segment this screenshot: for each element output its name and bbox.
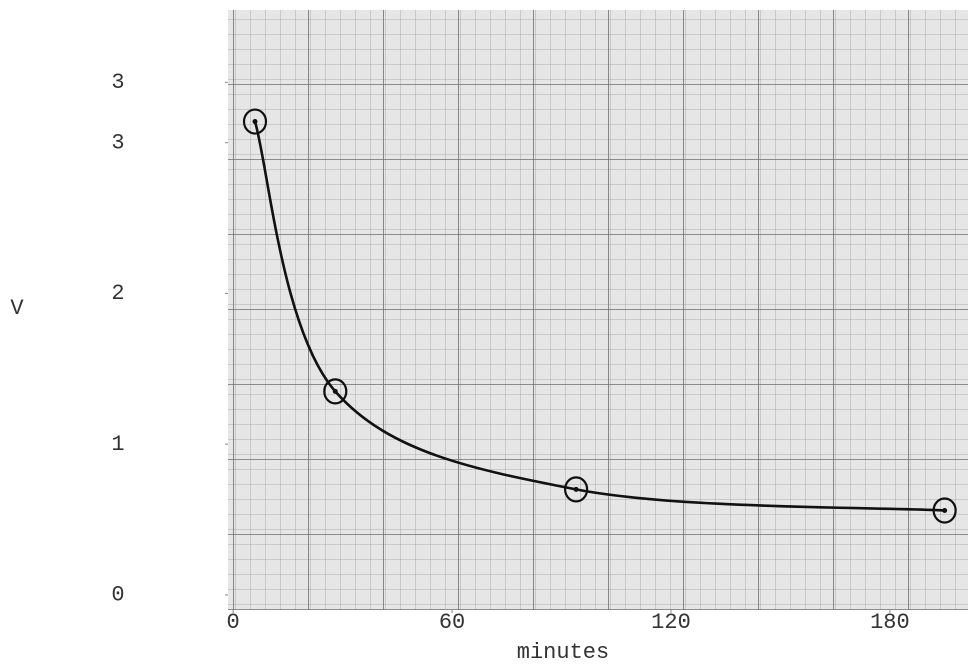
point	[573, 486, 579, 492]
y-tick-label: 1	[111, 432, 124, 457]
point	[252, 119, 258, 125]
point-ring	[242, 108, 268, 135]
point-ring	[932, 497, 957, 524]
x-axis-label: minutes	[517, 640, 609, 665]
graph-grid	[228, 10, 968, 610]
y-tick-label: 0	[111, 583, 124, 608]
point	[942, 508, 948, 514]
y-axis-label: V	[10, 296, 24, 321]
x-tick-label: 60	[439, 610, 465, 635]
curve	[253, 121, 945, 512]
y-tick-label: 3	[111, 130, 124, 155]
point-ring	[564, 476, 589, 503]
x-tick-label: 0	[227, 610, 240, 635]
x-tick-label: 120	[651, 610, 691, 635]
y-tick-label: 2	[111, 281, 124, 306]
point-ring	[323, 378, 348, 405]
y-tick-label: 3	[111, 70, 124, 95]
point	[332, 388, 338, 394]
x-tick-label: 180	[870, 610, 910, 635]
